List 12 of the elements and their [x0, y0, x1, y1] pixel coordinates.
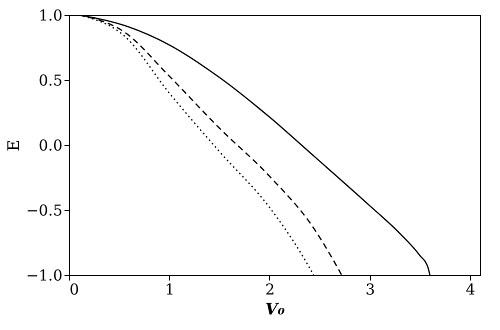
y-tick-label: 1.0	[38, 6, 62, 24]
x-tick-label: 1	[164, 280, 175, 298]
y-tick-label: 0.0	[38, 136, 62, 154]
x-tick-label: 3	[365, 280, 376, 298]
x-tick-label: 0	[70, 280, 80, 298]
y-tick-label: 0.5	[38, 72, 62, 90]
x-tick-label: 4	[466, 280, 476, 298]
y-tick-label: −1.0	[26, 266, 62, 284]
x-axis-title: V₀	[265, 300, 285, 318]
y-tick-label: −0.5	[26, 202, 62, 220]
y-axis-title: E	[4, 140, 24, 152]
x-tick-label: 2	[265, 280, 275, 298]
